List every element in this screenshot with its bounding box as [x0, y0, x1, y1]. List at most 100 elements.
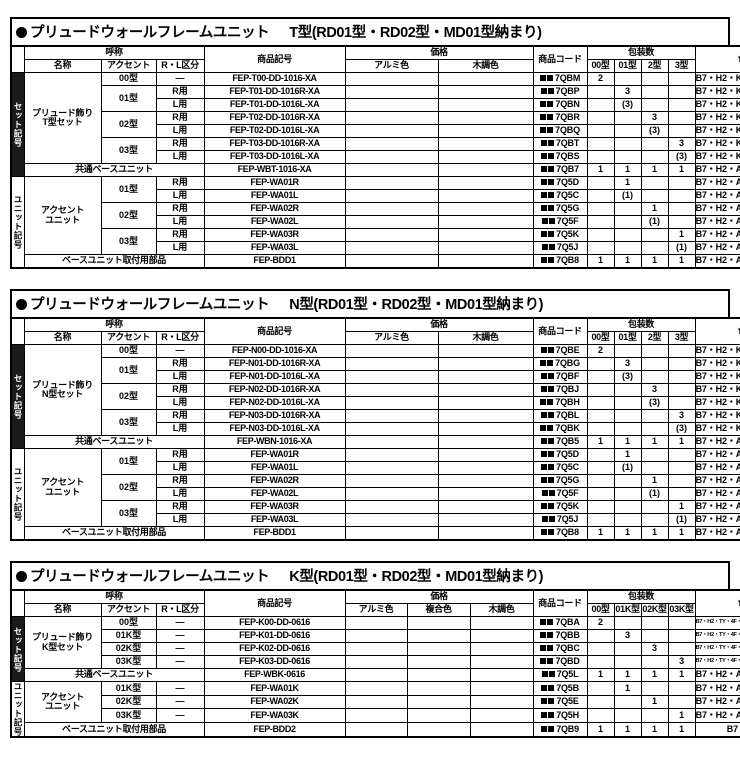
row-accent: 02K型 [100, 694, 157, 710]
row-color: B7・H2・AR・KG・YF・YA・W6 [694, 228, 740, 242]
row-pack-2: 3 [640, 111, 669, 125]
row-symbol: FEP-WA02L [203, 487, 346, 501]
row-price-1 [437, 474, 534, 488]
row-price-0 [344, 357, 439, 371]
header-price-col-0: アルミ色 [344, 331, 439, 345]
row-pack-2 [640, 357, 669, 371]
header-accent: アクセント [100, 603, 157, 617]
table-row: ベースユニット取付用部品FEP-BDD17QB81111B7・H2・AR・KG・… [11, 526, 740, 541]
code-square-icon [540, 645, 547, 652]
code-square-icon [540, 412, 547, 419]
header-color: 色 [694, 317, 740, 345]
row-symbol: FEP-WBN-1016-XA [203, 435, 346, 449]
row-pack-0 [586, 655, 615, 669]
row-name: アクセント ユニット [23, 448, 102, 527]
row-color: B7・H2・AR・KG・YF・YA・W6 [694, 681, 740, 696]
code-square-icon [547, 205, 554, 212]
row-rl: R用 [155, 500, 205, 514]
row-rl: — [155, 642, 205, 656]
row-pack-3 [667, 383, 696, 397]
row-color: B7・H2・KG・YF・YA・W6 [694, 409, 740, 423]
row-pack-0 [586, 202, 615, 216]
code-square-icon [547, 412, 554, 419]
table-row: セット記号 プリュード飾り K型セット 00型 — FEP-K00-DD-0616 7QBA… [10, 616, 740, 682]
section-title-sub: T型(RD01型・RD02型・MD01型納まり) [289, 25, 542, 41]
row-pack-1 [613, 655, 642, 669]
row-price-0 [344, 150, 439, 164]
row-price-1 [437, 124, 534, 138]
section-title-sub: N型(RD01型・RD02型・MD01型納まり) [289, 297, 544, 313]
row-pack-3 [667, 98, 696, 112]
row-span-label: 共通ベースユニット [23, 163, 205, 177]
row-pack-2: (1) [640, 215, 669, 229]
row-pack-0: 2 [586, 72, 615, 86]
row-color: B7・H2・AR・KG・YF・YA・W6 [694, 435, 740, 449]
header-price: 価格 [344, 45, 534, 60]
row-accent: 01型 [100, 85, 157, 112]
row-pack-2: 1 [640, 668, 669, 682]
row-accent: 03型 [100, 137, 157, 164]
section-k-type: プリュードウォールフレームユニット K型(RD01型・RD02型・MD01型納まり… [10, 561, 740, 738]
header-pack-col-1: 01型 [613, 331, 642, 345]
table-row: 共通ベースユニットFEP-WBN-1016-XA7QB51111B7・H2・AR… [11, 435, 740, 449]
code-square-icon [547, 153, 554, 160]
row-product-code: 7QBF [532, 370, 588, 384]
row-pack-3 [667, 396, 696, 410]
row-price-0 [344, 513, 439, 527]
row-color: B7・H2・AR・KG・YF・YA・W6 [694, 448, 740, 462]
header-symbol: 商品記号 [203, 589, 346, 617]
row-color: B7・H2・AR・KG・YF・YA・W6 [694, 668, 740, 682]
row-pack-1: 1 [613, 176, 642, 190]
row-pack-2 [640, 461, 669, 475]
row-symbol: FEP-N03-DD-1016L-XA [203, 422, 346, 436]
row-pack-3 [667, 474, 696, 488]
bullet-icon [16, 571, 27, 582]
row-pack-0 [586, 448, 615, 462]
row-price-1 [437, 396, 534, 410]
table-header-row-1: 呼称商品記号価格商品コード包装数色 [10, 45, 740, 73]
row-symbol: FEP-WA02L [203, 215, 346, 229]
row-price-0 [344, 241, 439, 255]
row-pack-0 [586, 708, 615, 724]
table-header-row-2: 名称 アクセント R・L区分 アルミ色 複合色 木調色 00型 01K型 02K型 03K型 [11, 603, 740, 617]
row-product-code: 7QB8 [532, 526, 588, 541]
row-price-0 [344, 526, 439, 541]
row-product-code: 7QB9 [532, 722, 588, 738]
row-pack-3 [667, 344, 696, 358]
row-price-0 [344, 461, 439, 475]
row-span-label: ベースユニット取付用部品 [23, 722, 205, 738]
row-pack-1: 1 [613, 163, 642, 177]
row-pack-3 [667, 72, 696, 86]
code-square-icon [540, 88, 547, 95]
side-label-unit: ユニット記号 [10, 176, 25, 269]
row-symbol: FEP-N03-DD-1016R-XA [203, 409, 346, 423]
code-square-icon [548, 712, 555, 719]
row-accent: 01型 [100, 176, 157, 203]
row-price-0 [344, 176, 439, 190]
row-price-2 [469, 722, 534, 738]
code-square-icon [548, 490, 555, 497]
side-label-set-text: セット記号 [13, 102, 23, 147]
row-accent: 03型 [100, 409, 157, 436]
side-label-unit: ユニット記号 [10, 448, 25, 541]
row-symbol: FEP-N02-DD-1016L-XA [203, 396, 346, 410]
row-symbol: FEP-WBT-1016-XA [203, 163, 346, 177]
row-pack-3: 1 [667, 254, 696, 269]
row-pack-1 [613, 474, 642, 488]
row-pack-3: (3) [667, 422, 696, 436]
row-product-code: 7Q5E [532, 694, 588, 710]
row-symbol: FEP-WA03K [203, 708, 346, 724]
code-square-icon [540, 619, 547, 626]
row-span-label: 共通ベースユニット [23, 435, 205, 449]
header-price-col-2: 木調色 [469, 603, 534, 617]
row-price-2 [469, 681, 534, 696]
row-pack-2: 1 [640, 526, 669, 541]
row-symbol: FEP-WA01L [203, 189, 346, 203]
row-product-code: 7QBP [532, 85, 588, 99]
header-price: 価格 [344, 589, 534, 604]
row-price-1 [437, 409, 534, 423]
row-price-0 [344, 655, 408, 669]
